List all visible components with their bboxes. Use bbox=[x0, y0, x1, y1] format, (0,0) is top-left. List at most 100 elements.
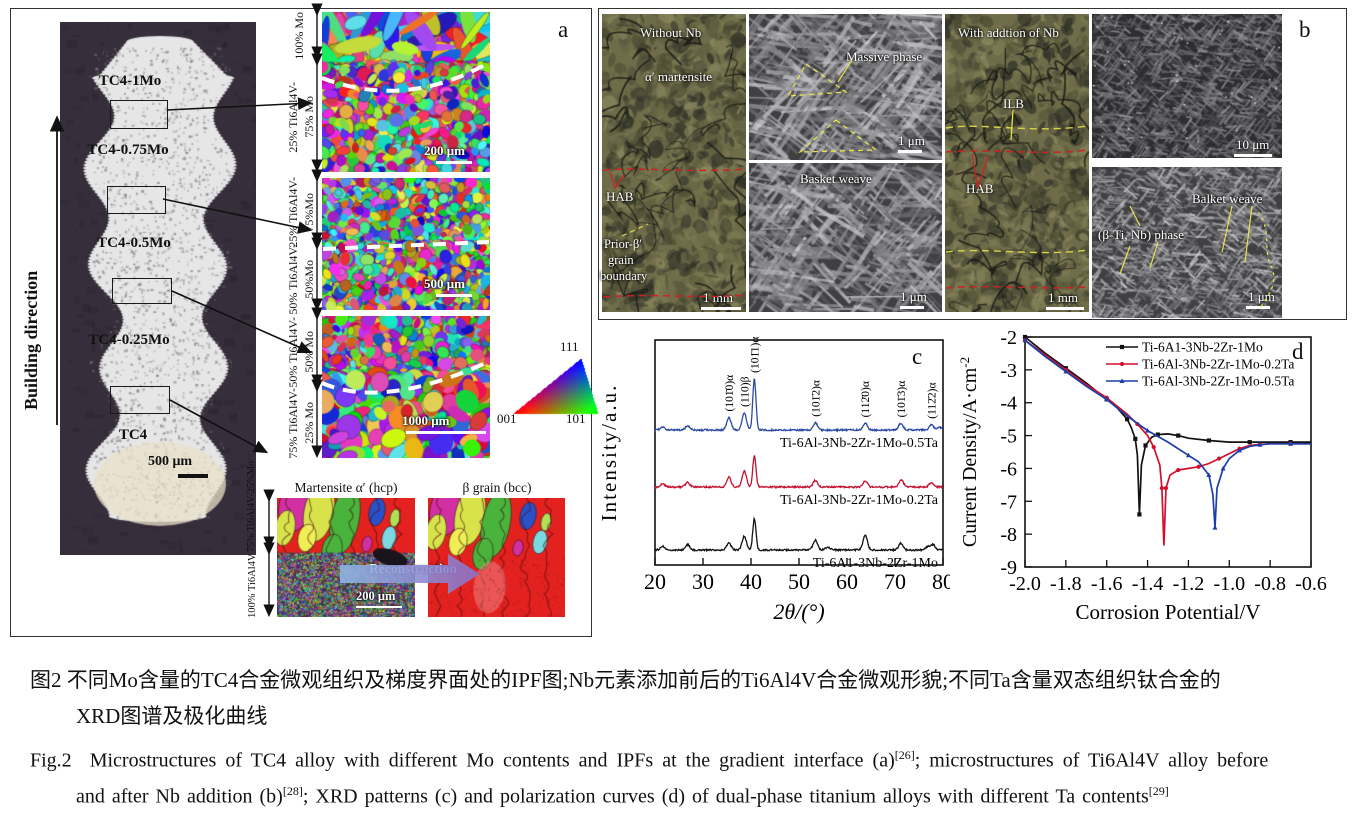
panel-c-letter: c bbox=[912, 344, 923, 369]
svg-text:(110)β: (110)β bbox=[739, 376, 751, 406]
gradient-label-25-75b: 25% Ti6Al4V- 75%Mo bbox=[286, 176, 316, 248]
roi-box-4 bbox=[110, 386, 170, 414]
map2-scale-bar bbox=[436, 294, 472, 297]
hab-label-2: HAB bbox=[966, 181, 994, 196]
polarization-chart: -2.0 -1.8 -1.6 -1.4 -1.2 -1.0 -0.8 -0.6 -2 -3 -4 -5… bbox=[958, 327, 1327, 624]
gradient-label-100mo: 100% Mo bbox=[292, 12, 306, 60]
svg-text:Current Density/A·cm-2: Current Density/A·cm-2 bbox=[958, 357, 981, 547]
roi-box-2 bbox=[107, 186, 166, 214]
prior-beta-line2: grain bbox=[608, 253, 634, 267]
section-label-tc4: TC4 bbox=[118, 427, 148, 443]
map1-scale-label: 200 μm bbox=[424, 143, 465, 158]
caption-en-line1: Fig.2 Microstructures of TC4 alloy with … bbox=[30, 748, 1269, 772]
img2a-scale-bar bbox=[898, 150, 922, 153]
gradient-label-75-25: 75% Ti6Al4V- 25% Mo bbox=[286, 387, 316, 459]
ipf-key-001: 001 bbox=[497, 411, 517, 426]
img4b-scale-bar bbox=[1246, 306, 1270, 309]
svg-text:-1.6: -1.6 bbox=[1091, 573, 1123, 595]
svg-text:-8: -8 bbox=[1000, 524, 1017, 546]
svg-text:-7: -7 bbox=[1000, 491, 1017, 513]
svg-text:-0.6: -0.6 bbox=[1295, 573, 1327, 595]
building-direction-label: Building direction bbox=[21, 270, 41, 410]
ipf-key-111: 111 bbox=[560, 339, 579, 354]
svg-text:-6: -6 bbox=[1000, 458, 1017, 480]
svg-text:-5: -5 bbox=[1000, 426, 1017, 448]
panel-b-letter: b bbox=[1299, 17, 1311, 42]
svg-text:Ti-6A1-3Nb-2Zr-1Mo: Ti-6A1-3Nb-2Zr-1Mo bbox=[813, 556, 938, 571]
img3-scale-bar bbox=[1046, 307, 1084, 310]
map3-scale-label: 1000 μm bbox=[402, 413, 450, 428]
specimen-scale-label: 500 μm bbox=[148, 454, 193, 469]
svg-text:30: 30 bbox=[692, 569, 714, 594]
caption-cn-line2: XRD图谱及极化曲线 bbox=[76, 704, 268, 728]
section-label-tc4-075mo: TC4-0.75Mo bbox=[87, 142, 169, 158]
map3-scale-bar bbox=[406, 431, 486, 434]
martensite-annotation: α′ martensite bbox=[645, 69, 713, 84]
caption-en-line2: and after Nb addition (b)[28]; XRD patte… bbox=[76, 784, 1169, 808]
panel-d-letter: d bbox=[1292, 339, 1304, 364]
svg-text:Corrosion Potential/V: Corrosion Potential/V bbox=[1076, 600, 1261, 624]
reconstruction-scale-label: 200 μm bbox=[356, 589, 396, 603]
reconstruction-label: Reconstruction bbox=[369, 561, 457, 576]
roi-box-3 bbox=[112, 278, 172, 304]
svg-text:-4: -4 bbox=[1000, 393, 1017, 415]
svg-text:-1.8: -1.8 bbox=[1050, 573, 1082, 595]
svg-text:(101̄3)α: (101̄3)α bbox=[896, 381, 908, 418]
img1-scale-label: 1 mm bbox=[703, 290, 733, 305]
svg-text:-1.0: -1.0 bbox=[1213, 573, 1245, 595]
img4a-scale-label: 10 μm bbox=[1236, 137, 1270, 152]
section-label-tc4-05mo: TC4-0.5Mo bbox=[97, 235, 171, 251]
with-nb-sem-low-mag bbox=[1092, 14, 1282, 158]
reconstruction-scale-bar bbox=[356, 606, 402, 608]
beta-ti-nb-phase-label: (β-Ti, Nb) phase bbox=[1098, 227, 1184, 242]
svg-text:2θ/(°): 2θ/(°) bbox=[773, 599, 824, 624]
img4b-scale-label: 1 μm bbox=[1248, 289, 1275, 304]
gradient-label-25-75a: 25% Ti6Al4V- 75% Mo bbox=[286, 81, 316, 153]
ipf-key-101: 101 bbox=[566, 411, 586, 426]
svg-text:Ti-6A1-3Nb-2Zr-1Mo: Ti-6A1-3Nb-2Zr-1Mo bbox=[1142, 340, 1263, 355]
beta-grain-title: β grain (bcc) bbox=[462, 480, 532, 495]
svg-text:(101̄1)α: (101̄1)α bbox=[749, 337, 761, 373]
balket-weave-label: Balket weave bbox=[1192, 191, 1263, 206]
gradient-label-50-50b: 50% Ti6Al4V- 50% Mo bbox=[286, 316, 316, 388]
with-nb-micrograph bbox=[945, 14, 1089, 312]
martensite-title: Martensite α′ (hcp) bbox=[294, 480, 398, 495]
img4a-scale-bar bbox=[1234, 154, 1272, 157]
svg-text:Ti-6Al-3Nb-2Zr-1Mo-0.5Ta: Ti-6Al-3Nb-2Zr-1Mo-0.5Ta bbox=[780, 436, 939, 451]
massive-phase-label: Massive phase bbox=[846, 49, 923, 64]
specimen-photo-image bbox=[60, 22, 256, 555]
with-nb-label: With addtion of Nb bbox=[958, 25, 1059, 40]
prior-beta-line3: boundary bbox=[600, 269, 648, 283]
without-nb-micrograph bbox=[602, 14, 746, 312]
svg-text:(112̄2)α: (112̄2)α bbox=[926, 382, 938, 418]
svg-text:-9: -9 bbox=[1000, 557, 1017, 579]
img2a-scale-label: 1 μm bbox=[898, 133, 925, 148]
ipf-color-key bbox=[508, 356, 600, 418]
svg-text:60: 60 bbox=[836, 569, 858, 594]
svg-text:Ti-6Al-3Nb-2Zr-1Mo-0.2Ta: Ti-6Al-3Nb-2Zr-1Mo-0.2Ta bbox=[780, 493, 939, 508]
svg-text:Ti-6Al-3Nb-2Zr-1Mo-0.5Ta: Ti-6Al-3Nb-2Zr-1Mo-0.5Ta bbox=[1142, 374, 1294, 389]
ilb-label: ILB bbox=[1003, 96, 1024, 111]
svg-text:(101̄0)α: (101̄0)α bbox=[724, 375, 736, 412]
basket-weave-sem bbox=[749, 163, 942, 312]
basket-weave-label: Basket weave bbox=[800, 171, 872, 186]
specimen-scale-bar bbox=[178, 474, 208, 478]
beta-grain-ipf-image bbox=[428, 498, 565, 617]
img1-scale-bar bbox=[701, 307, 741, 310]
section-label-tc4-025mo: TC4-0.25Mo bbox=[88, 332, 170, 348]
svg-text:50: 50 bbox=[788, 569, 810, 594]
map1-scale-bar bbox=[436, 161, 472, 164]
svg-text:40: 40 bbox=[740, 569, 762, 594]
svg-text:80: 80 bbox=[932, 569, 950, 594]
svg-text:-1.2: -1.2 bbox=[1173, 573, 1205, 595]
panel-a-letter: a bbox=[558, 17, 569, 42]
gradient-label-50-50a: 50% Ti6Al4V- 50%Mo bbox=[286, 243, 316, 315]
svg-text:-2: -2 bbox=[1000, 327, 1017, 349]
map2-scale-label: 500 μm bbox=[424, 276, 465, 291]
svg-text:(101̄2)α: (101̄2)α bbox=[810, 380, 822, 417]
svg-text:Ti-6Al-3Nb-2Zr-1Mo-0.2Ta: Ti-6Al-3Nb-2Zr-1Mo-0.2Ta bbox=[1142, 357, 1294, 372]
img2b-scale-label: 1 μm bbox=[900, 289, 927, 304]
img3-scale-label: 1 mm bbox=[1048, 290, 1078, 305]
prior-beta-line1: Prior-β′ bbox=[604, 237, 643, 251]
